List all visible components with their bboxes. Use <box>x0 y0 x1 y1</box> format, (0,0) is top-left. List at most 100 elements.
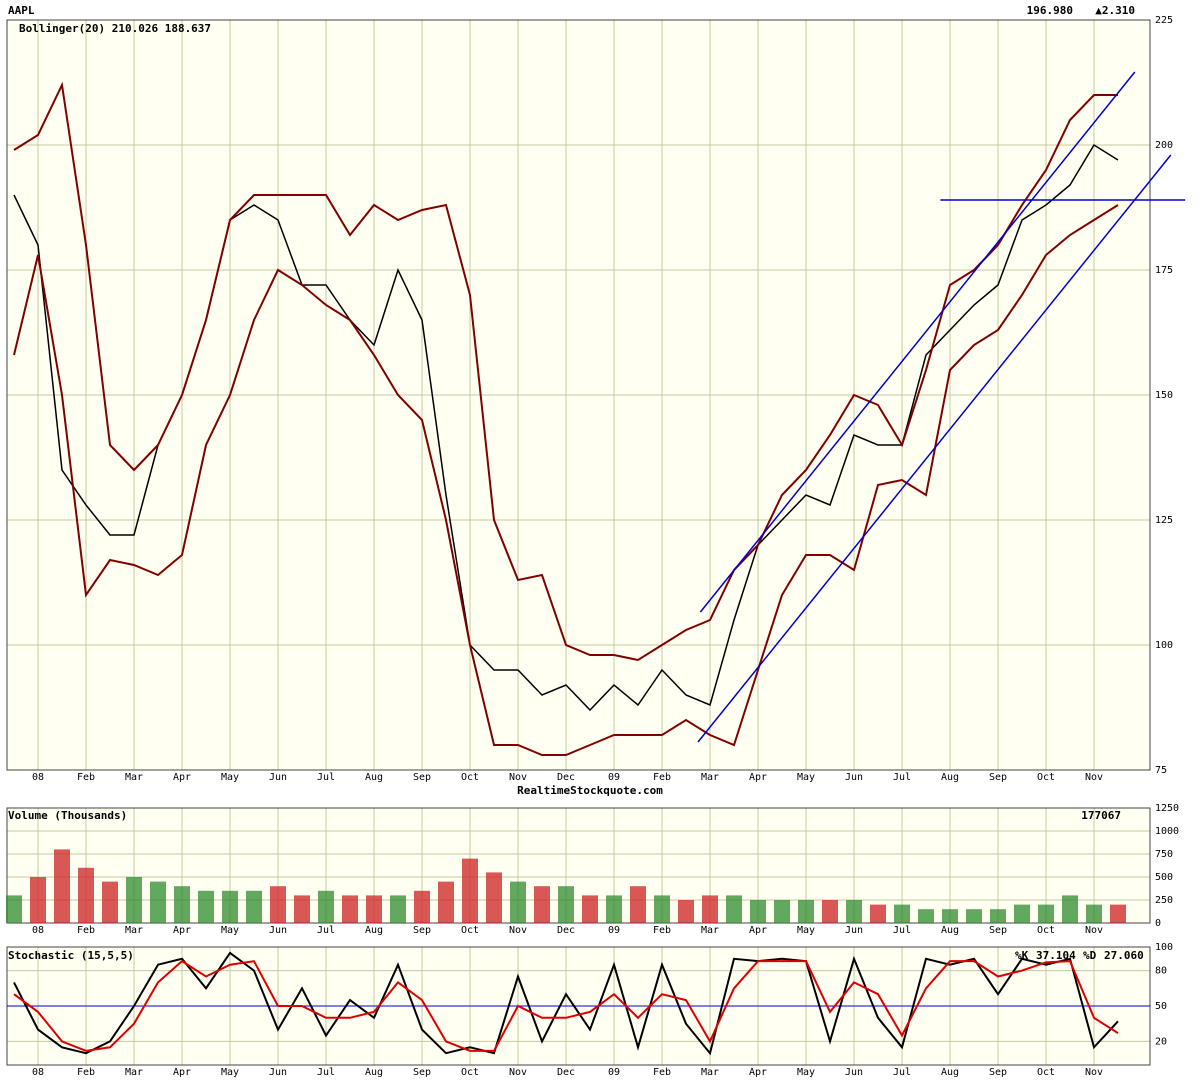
x-tick-label: Sep <box>413 1067 431 1078</box>
x-tick-label: May <box>797 772 815 783</box>
legend-value: 27.060 <box>1104 949 1144 962</box>
y-tick-label: 175 <box>1155 265 1173 276</box>
x-tick-label: Jul <box>893 772 911 783</box>
volume-bar <box>126 877 142 923</box>
volume-bar <box>102 881 118 923</box>
y-tick-label: 1000 <box>1155 826 1179 837</box>
chart-title: AAPL <box>8 4 35 17</box>
x-tick-label: 09 <box>608 772 620 783</box>
quote: 196.980 <box>1027 4 1073 17</box>
change: ▲2.310 <box>1095 4 1135 17</box>
volume-bar <box>6 895 22 923</box>
x-tick-label: Feb <box>653 925 671 936</box>
x-tick-label: Jul <box>893 1067 911 1078</box>
x-tick-label: 08 <box>32 925 44 936</box>
price-line <box>13 81 1118 662</box>
y-tick-label: 100 <box>1155 942 1173 953</box>
last-volume: 177067 <box>1081 809 1121 822</box>
volume-bar <box>702 895 718 923</box>
x-tick-label: 08 <box>32 1067 44 1078</box>
x-tick-label: Aug <box>365 772 383 783</box>
y-tick-label: 225 <box>1155 15 1173 26</box>
x-tick-label: Oct <box>461 925 479 936</box>
x-tick-label: Apr <box>173 772 191 783</box>
plot-border <box>6 19 1151 771</box>
volume-bar <box>1038 904 1054 923</box>
volume-bar <box>678 900 694 923</box>
x-tick-label: Oct <box>1037 1067 1055 1078</box>
x-tick-label: Sep <box>989 925 1007 936</box>
x-tick-label: Apr <box>173 1067 191 1078</box>
x-tick-label: Aug <box>941 1067 959 1078</box>
volume-bar <box>966 909 982 923</box>
y-tick-label: 80 <box>1155 966 1167 977</box>
y-tick-label: 1250 <box>1155 803 1179 814</box>
x-tick-label: Mar <box>125 1067 143 1078</box>
y-tick-label: 100 <box>1155 640 1173 651</box>
x-tick-label: Jul <box>317 772 335 783</box>
x-tick-label: May <box>797 1067 815 1078</box>
x-tick-label: Dec <box>557 772 575 783</box>
x-tick-label: Jun <box>845 1067 863 1078</box>
volume-bar <box>894 904 910 923</box>
x-tick-label: Apr <box>749 925 767 936</box>
volume-bar <box>198 890 214 923</box>
y-tick-label: 0 <box>1155 918 1161 929</box>
volume-bar <box>822 900 838 923</box>
volume-bar <box>918 909 934 923</box>
volume-bar <box>774 900 790 923</box>
volume-bar <box>366 895 382 923</box>
x-tick-label: Jun <box>269 772 287 783</box>
volume-bar <box>654 895 670 923</box>
x-tick-label: Jul <box>893 925 911 936</box>
plot-border <box>6 807 1151 924</box>
volume-bar <box>630 886 646 923</box>
x-tick-label: Dec <box>557 1067 575 1078</box>
x-tick-label: Oct <box>1037 925 1055 936</box>
volume-bar <box>582 895 598 923</box>
y-tick-label: 500 <box>1155 872 1173 883</box>
x-tick-label: Nov <box>1085 772 1103 783</box>
volume-bar <box>750 900 766 923</box>
x-tick-label: Mar <box>125 925 143 936</box>
volume-bar <box>414 890 430 923</box>
volume-bar <box>270 886 286 923</box>
volume-bar <box>294 895 310 923</box>
x-tick-label: Dec <box>557 925 575 936</box>
oscillator-line <box>13 959 1119 1052</box>
volume-bar <box>990 909 1006 923</box>
legend-value: 37.104 <box>1036 949 1076 962</box>
x-tick-label: Oct <box>461 772 479 783</box>
x-tick-label: Apr <box>173 925 191 936</box>
trendline <box>699 71 1136 613</box>
volume-bar <box>510 881 526 923</box>
x-tick-label: Apr <box>749 1067 767 1078</box>
x-tick-label: Jun <box>269 1067 287 1078</box>
y-tick-label: 75 <box>1155 765 1167 776</box>
x-tick-label: Aug <box>941 772 959 783</box>
indicator-label: Bollinger(20) 210.026 188.637 <box>19 22 211 35</box>
y-tick-label: 750 <box>1155 849 1173 860</box>
y-tick-label: 150 <box>1155 390 1173 401</box>
x-tick-label: Mar <box>701 1067 719 1078</box>
legend-name: %K <box>1015 949 1029 962</box>
x-tick-label: Feb <box>77 772 95 783</box>
x-tick-label: May <box>797 925 815 936</box>
x-tick-label: May <box>221 772 239 783</box>
y-tick-label: 20 <box>1155 1036 1167 1047</box>
volume-bar <box>1086 904 1102 923</box>
x-tick-label: Jun <box>845 772 863 783</box>
volume-bar <box>606 895 622 923</box>
volume-bar <box>534 886 550 923</box>
x-tick-label: Apr <box>749 772 767 783</box>
x-tick-label: 08 <box>32 772 44 783</box>
x-tick-label: Nov <box>1085 1067 1103 1078</box>
volume-bar <box>870 904 886 923</box>
x-tick-label: Mar <box>125 772 143 783</box>
volume-bar <box>78 867 94 923</box>
volume-bar <box>462 858 478 923</box>
price-line <box>13 204 1119 756</box>
x-tick-label: Mar <box>701 925 719 936</box>
